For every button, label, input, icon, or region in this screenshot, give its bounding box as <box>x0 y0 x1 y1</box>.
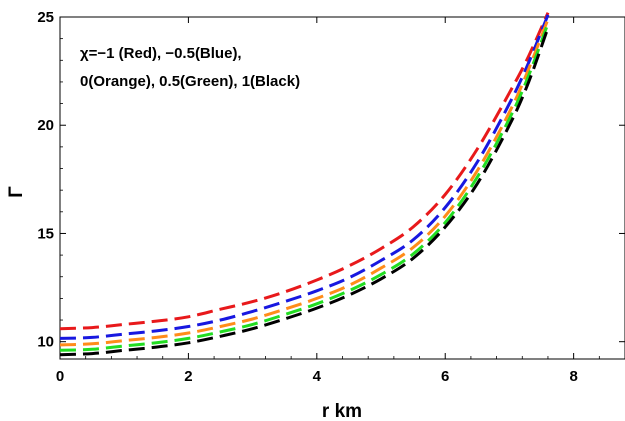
annotation-line-2: 0(Orange), 0.5(Green), 1(Black) <box>80 73 300 90</box>
x-tick-label: 0 <box>56 368 64 385</box>
plot-frame <box>59 16 625 360</box>
series-line-1 <box>59 14 550 340</box>
series-line-4 <box>59 27 550 357</box>
y-tick-label: 25 <box>37 9 54 26</box>
series-layer <box>59 12 550 357</box>
x-axis-title: r km <box>322 401 362 421</box>
y-tick-label: 15 <box>37 225 54 242</box>
ticks-layer: 0 2 4 6 8 10 15 20 25 <box>37 9 625 385</box>
x-tick-label: 2 <box>184 368 192 385</box>
series-line-0 <box>59 12 550 331</box>
y-tick-label: 10 <box>37 334 54 351</box>
y-axis-title: Γ <box>6 186 27 198</box>
x-tick-label: 4 <box>313 368 322 385</box>
series-line-2 <box>59 18 550 347</box>
x-tick-label: 8 <box>569 368 577 385</box>
x-tick-label: 6 <box>441 368 449 385</box>
series-line-3 <box>59 22 550 352</box>
annotation-line-1: χ=−1 (Red), −0.5(Blue), <box>80 45 242 62</box>
y-tick-label: 20 <box>37 117 54 134</box>
